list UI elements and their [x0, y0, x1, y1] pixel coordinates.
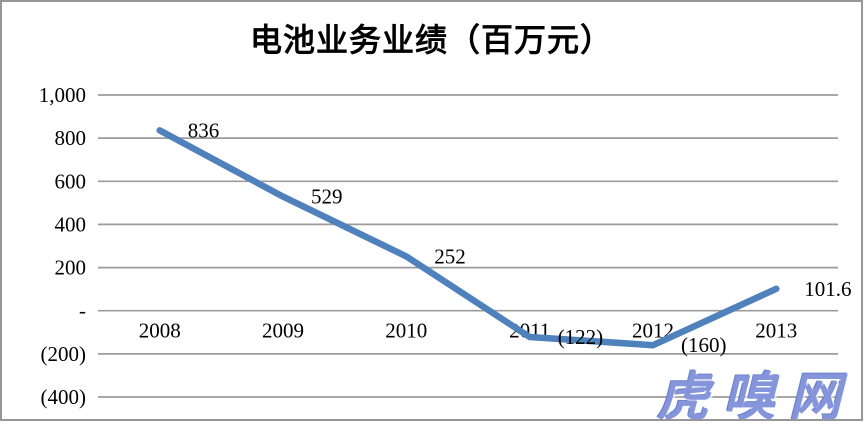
chart-title: 电池业务业绩（百万元） [249, 22, 613, 58]
y-axis-tick-label: 1,000 [39, 83, 86, 107]
line-chart-plot: 1,000 800 600 400 200 - (200) (400) 2008 2009 2010… [39, 83, 852, 409]
y-axis-tick-label: 600 [55, 169, 87, 193]
y-axis-tick-label: (400) [41, 385, 87, 409]
y-axis-tick-label: 800 [55, 126, 87, 150]
y-axis-tick-label: 200 [55, 256, 87, 280]
huxiu-watermark: 虎嗅网 [656, 370, 855, 421]
data-point-label: (160) [681, 333, 727, 357]
x-axis-category-label: 2009 [262, 319, 304, 343]
y-axis-tick-label: - [79, 299, 86, 323]
x-axis-category-label: 2013 [755, 319, 797, 343]
x-axis-category-label: 2010 [385, 319, 427, 343]
y-axis-tick-label: (200) [41, 342, 87, 366]
data-point-label: (122) [558, 325, 604, 349]
data-point-label: 101.6 [804, 277, 851, 301]
data-point-label: 529 [311, 185, 343, 209]
data-point-label: 252 [434, 244, 466, 268]
data-series-line [156, 127, 780, 349]
x-axis-category-label: 2008 [139, 319, 181, 343]
y-axis-tick-label: 400 [55, 212, 87, 236]
data-point-label: 836 [188, 118, 220, 142]
